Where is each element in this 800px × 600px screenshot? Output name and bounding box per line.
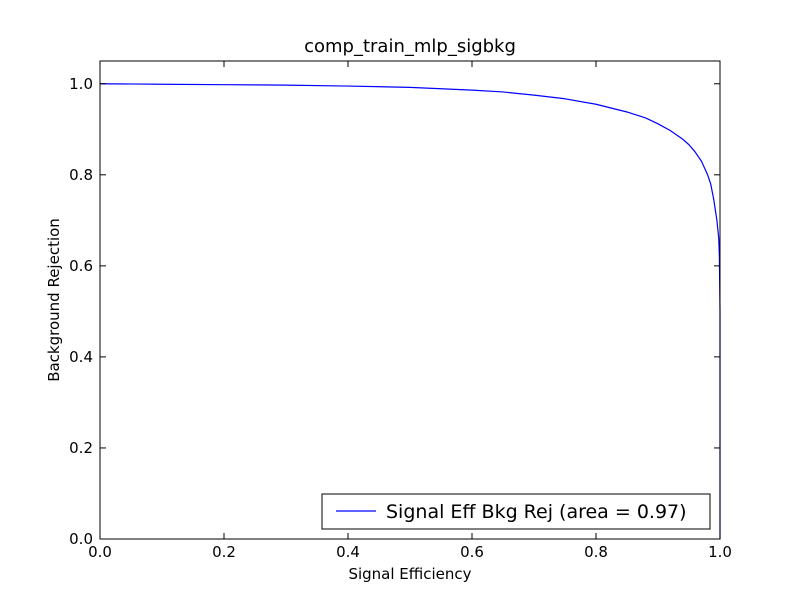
legend-box — [321, 493, 711, 530]
y-tick-label: 0.4 — [69, 348, 93, 366]
y-tick-label: 0.8 — [69, 166, 93, 184]
series-line — [99, 83, 721, 539]
y-tick-label: 0.0 — [69, 530, 93, 548]
series-layer — [99, 83, 721, 539]
legend-label: Signal Eff Bkg Rej (area = 0.97) — [386, 501, 687, 523]
y-tick-label: 0.2 — [69, 439, 93, 457]
ticks-layer: 0.0 0.2 0.4 0.6 0.8 1.0 0.0 0.2 0.4 0.6 0.8 1.0 — [69, 61, 732, 561]
plot-background — [100, 61, 720, 539]
chart-title: comp_train_mlp_sigbkg — [304, 36, 516, 57]
y-axis-label: Background Rejection — [45, 218, 63, 382]
x-tick-label: 0.0 — [88, 543, 112, 561]
x-tick-label: 0.4 — [336, 543, 360, 561]
x-axis-label: Signal Efficiency — [348, 565, 471, 583]
x-tick-label: 1.0 — [708, 543, 732, 561]
x-tick-label: 0.6 — [460, 543, 484, 561]
y-tick-label: 1.0 — [69, 75, 93, 93]
x-tick-label: 0.2 — [212, 543, 236, 561]
legend: Signal Eff Bkg Rej (area = 0.97) — [321, 493, 711, 530]
y-tick-label: 0.6 — [69, 257, 93, 275]
x-tick-label: 0.8 — [584, 543, 608, 561]
plot-frame — [99, 60, 721, 540]
